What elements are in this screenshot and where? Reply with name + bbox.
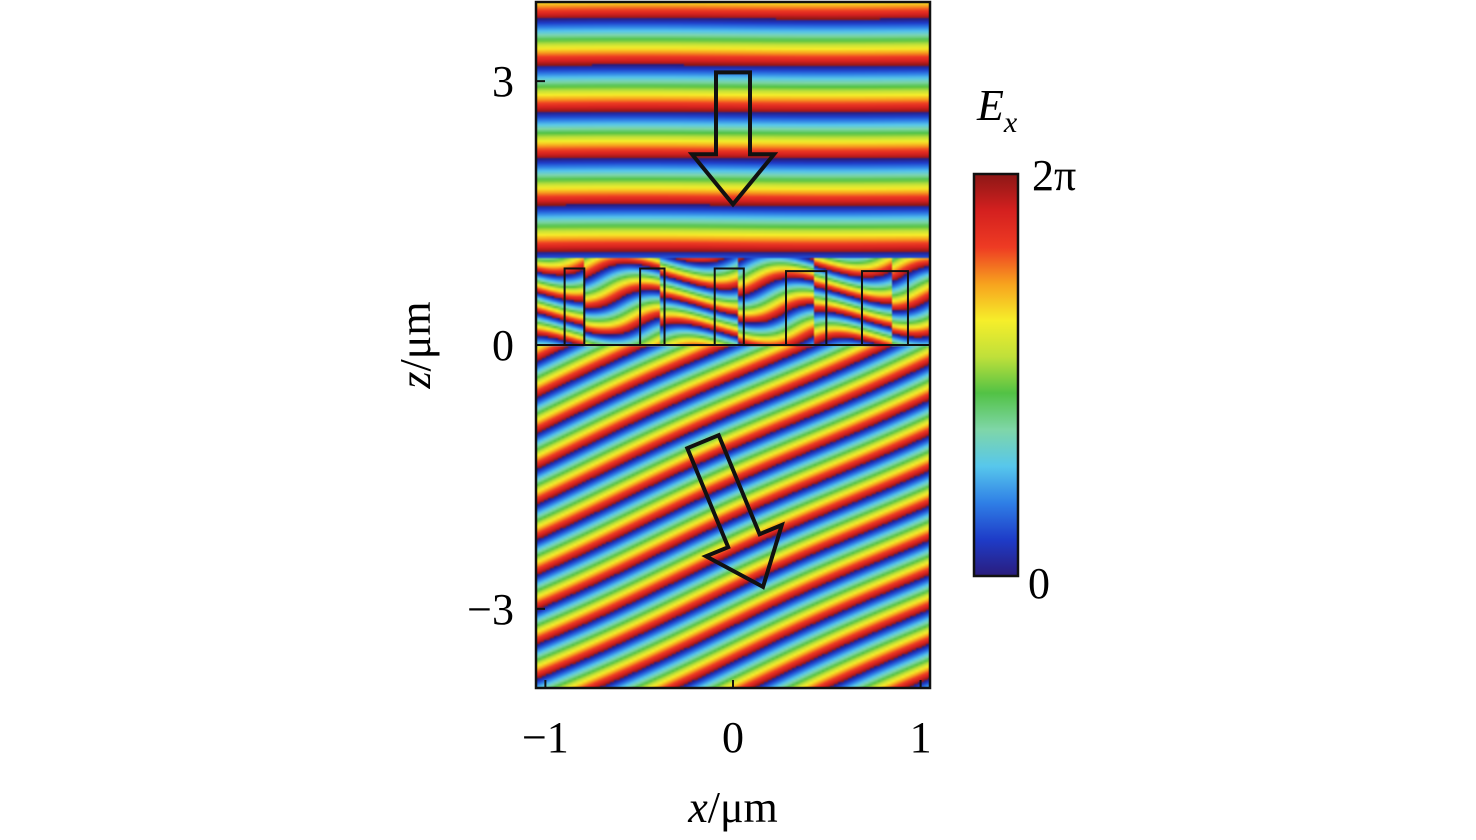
z-tick-label: −3 (467, 585, 514, 634)
colorbar-max-label: 2π (1032, 151, 1076, 200)
transmitted-arrow (684, 432, 785, 590)
colorbar-min-label: 0 (1028, 559, 1050, 608)
z-tick-label: 3 (492, 57, 514, 106)
x-tick-label: 1 (910, 713, 932, 762)
x-tick-label: 0 (722, 713, 744, 762)
pillar-1 (563, 267, 586, 346)
x-axis-ticks: −1 0 1 (522, 680, 932, 762)
x-tick-label: −1 (522, 713, 569, 762)
z-axis-label: z/μm (391, 301, 440, 389)
z-tick-label: 0 (492, 321, 514, 370)
pillar-3 (713, 267, 745, 346)
colorbar-title: Ex (976, 81, 1018, 139)
colorbar: Ex 2π 0 (972, 81, 1076, 608)
pillar-4 (785, 270, 828, 346)
pillar-5 (860, 270, 909, 346)
z-axis-ticks: 3 0 −3 (467, 57, 545, 634)
propagation-arrows (684, 70, 785, 590)
x-axis-label: x/μm (687, 783, 778, 832)
pillar-outlines (563, 267, 909, 346)
pillar-2 (639, 267, 666, 346)
incident-arrow (687, 70, 779, 208)
colorbar-gradient (972, 172, 1020, 578)
